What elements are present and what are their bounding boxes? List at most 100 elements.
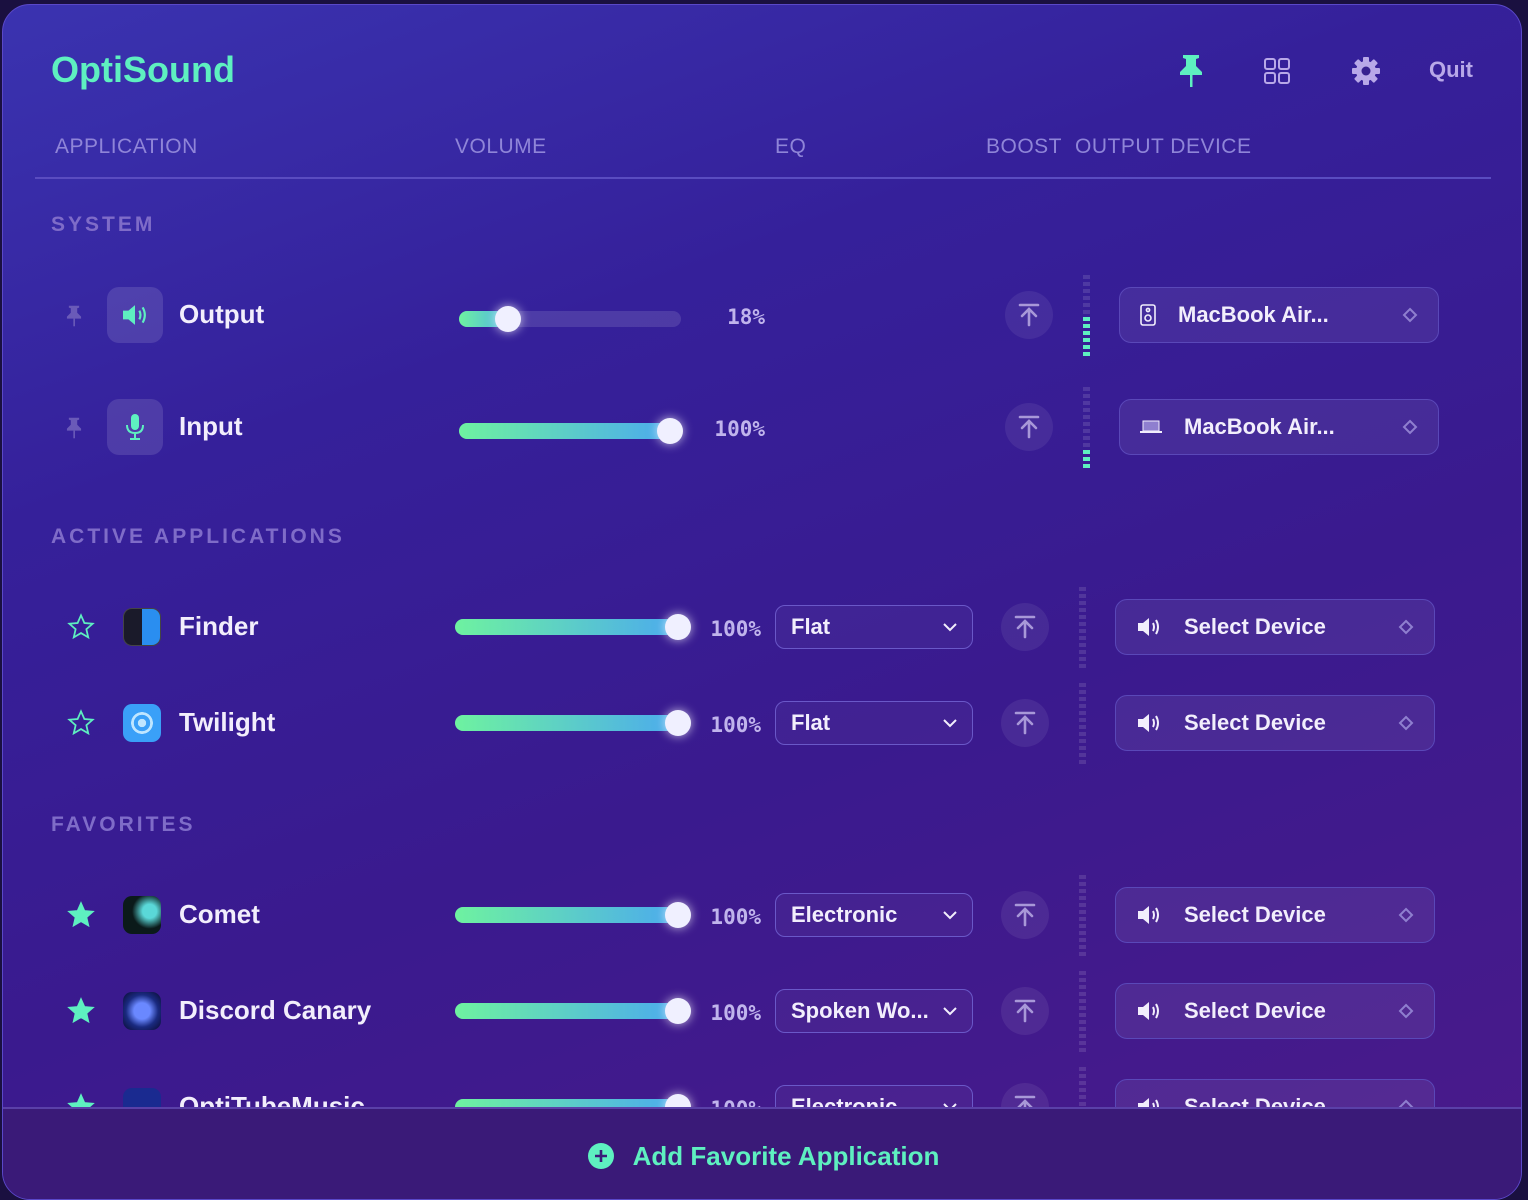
chevron-updown-icon [1398, 1003, 1414, 1019]
app-name: Twilight [179, 707, 276, 737]
volume-slider[interactable] [455, 710, 691, 736]
level-meter [1079, 587, 1086, 668]
column-header-application: APPLICATION [55, 135, 198, 158]
volume-slider[interactable] [459, 306, 681, 332]
app-icon [123, 608, 161, 646]
plus-circle-icon [587, 1143, 614, 1169]
level-meter [1079, 683, 1086, 764]
star-filled-icon[interactable] [67, 997, 95, 1030]
pin-icon[interactable] [65, 415, 83, 446]
header-divider [35, 177, 1491, 179]
slider-knob[interactable] [494, 306, 521, 332]
boost-icon [1014, 615, 1036, 639]
output-device-select[interactable]: Select Device [1115, 887, 1435, 943]
speaker-icon [107, 287, 163, 343]
boost-icon [1014, 903, 1036, 927]
boost-icon [1018, 303, 1040, 327]
chevron-down-icon [943, 719, 957, 728]
boost-icon [1014, 999, 1036, 1023]
eq-select[interactable]: Flat [775, 605, 973, 649]
speaker-icon [1138, 714, 1159, 732]
star-outline-icon[interactable] [67, 709, 95, 742]
add-favorite-button[interactable]: Add Favorite Application [3, 1107, 1521, 1199]
app-icon [123, 992, 161, 1030]
chevron-updown-icon [1402, 307, 1418, 323]
app-name: Input [179, 411, 243, 441]
optisound-window: OptiSound Quit APPLICATION VOLUME EQ BOO… [2, 4, 1522, 1200]
level-meter [1079, 875, 1086, 956]
boost-icon [1014, 711, 1036, 735]
volume-percent: 100% [710, 713, 761, 737]
section-active-applications: ACTIVE APPLICATIONS [51, 525, 345, 548]
speaker-icon [1138, 1002, 1159, 1020]
chevron-down-icon [943, 623, 957, 632]
column-header-output-device: OUTPUT DEVICE [1075, 135, 1252, 158]
chevron-down-icon [943, 911, 957, 920]
column-header-volume: VOLUME [455, 135, 547, 158]
boost-button[interactable] [1001, 891, 1049, 939]
column-header-boost: BOOST [986, 135, 1063, 158]
volume-percent: 100% [710, 905, 761, 929]
slider-knob[interactable] [657, 418, 683, 444]
microphone-icon [107, 399, 163, 455]
laptop-icon [1140, 420, 1162, 433]
app-icon [123, 704, 161, 742]
chevron-updown-icon [1402, 419, 1418, 435]
boost-button[interactable] [1001, 987, 1049, 1035]
level-meter [1083, 387, 1090, 468]
volume-percent: 18% [727, 305, 765, 329]
pin-window-button[interactable] [1171, 51, 1211, 91]
boost-icon [1018, 415, 1040, 439]
output-device-select[interactable]: MacBook Air... [1119, 287, 1439, 343]
layout-button[interactable] [1257, 51, 1297, 91]
volume-percent: 100% [714, 417, 765, 441]
volume-slider[interactable] [455, 614, 691, 640]
star-outline-icon[interactable] [67, 613, 95, 646]
add-favorite-label: Add Favorite Application [632, 1140, 940, 1171]
output-device-select[interactable]: Select Device [1115, 983, 1435, 1039]
chevron-updown-icon [1398, 907, 1414, 923]
app-name: Finder [179, 611, 259, 641]
app-name: Comet [179, 899, 260, 929]
level-meter [1079, 971, 1086, 1052]
app-name: Discord Canary [179, 995, 372, 1025]
volume-percent: 100% [710, 1001, 761, 1025]
speaker-icon [1138, 618, 1159, 636]
quit-button[interactable]: Quit [1429, 57, 1473, 82]
volume-percent: 100% [710, 617, 761, 641]
boost-button[interactable] [1001, 603, 1049, 651]
eq-select[interactable]: Spoken Wo... [775, 989, 973, 1033]
volume-slider[interactable] [455, 998, 691, 1024]
slider-knob[interactable] [665, 614, 691, 640]
eq-select[interactable]: Electronic [775, 893, 973, 937]
app-icon [123, 896, 161, 934]
volume-slider[interactable] [455, 902, 691, 928]
speaker-icon [1138, 906, 1159, 924]
speaker-box-icon [1140, 304, 1156, 326]
boost-button[interactable] [1005, 403, 1053, 451]
app-title: OptiSound [51, 49, 235, 90]
boost-button[interactable] [1001, 699, 1049, 747]
section-system: SYSTEM [51, 213, 156, 236]
gear-icon [1352, 57, 1380, 85]
volume-slider[interactable] [459, 418, 683, 444]
section-favorites: FAVORITES [51, 813, 196, 836]
pin-icon [1180, 55, 1202, 87]
slider-knob[interactable] [665, 710, 691, 736]
output-device-select[interactable]: MacBook Air... [1119, 399, 1439, 455]
eq-select[interactable]: Flat [775, 701, 973, 745]
column-header-eq: EQ [775, 135, 807, 158]
output-device-select[interactable]: Select Device [1115, 695, 1435, 751]
output-device-select[interactable]: Select Device [1115, 599, 1435, 655]
app-name: Output [179, 299, 265, 329]
star-filled-icon[interactable] [67, 901, 95, 934]
slider-knob[interactable] [665, 902, 691, 928]
boost-button[interactable] [1005, 291, 1053, 339]
settings-button[interactable] [1346, 51, 1386, 91]
chevron-down-icon [943, 1007, 957, 1016]
level-meter [1083, 275, 1090, 356]
pin-icon[interactable] [65, 303, 83, 334]
slider-knob[interactable] [665, 998, 691, 1024]
chevron-updown-icon [1398, 619, 1414, 635]
grid-icon [1264, 58, 1290, 84]
